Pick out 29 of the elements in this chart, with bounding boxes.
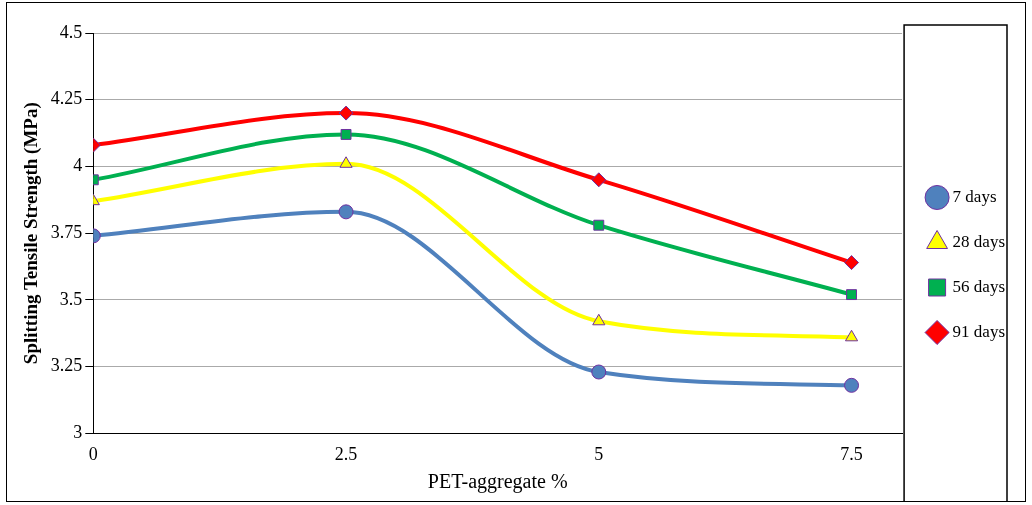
point — [844, 329, 859, 342]
x-tick-label: 0 — [88, 443, 98, 464]
point — [844, 255, 860, 271]
legend-label: 56 days — [952, 276, 1006, 296]
point — [593, 219, 605, 231]
x-tick-label: 7.5 — [840, 443, 863, 464]
y-tick-label: 3.25 — [50, 355, 83, 376]
point — [591, 364, 607, 380]
legend-label: 28 days — [952, 231, 1006, 251]
legend-label: 91 days — [952, 321, 1006, 341]
point — [591, 172, 607, 188]
y-tick-label: 3 — [73, 422, 83, 443]
point — [846, 289, 857, 301]
x-axis-title: PET-aggregate % — [427, 470, 568, 494]
y-tick-label: 4.5 — [59, 21, 83, 42]
y-tick-label: 4 — [73, 155, 83, 176]
x-tick-label: 2.5 — [334, 443, 358, 464]
point — [338, 105, 354, 121]
x-tick-label: 5 — [594, 443, 604, 464]
y-tick-label: 3.5 — [59, 288, 83, 309]
y-axis-title: Splitting Tensile Strength (MPa) — [20, 102, 43, 365]
point — [338, 204, 354, 220]
legend-label: 7 days — [952, 186, 997, 206]
point — [592, 313, 606, 326]
y-tick-label: 4.25 — [50, 88, 83, 109]
point — [844, 377, 860, 393]
point — [339, 156, 353, 168]
y-tick-label: 3.75 — [50, 221, 83, 242]
point — [340, 128, 352, 140]
